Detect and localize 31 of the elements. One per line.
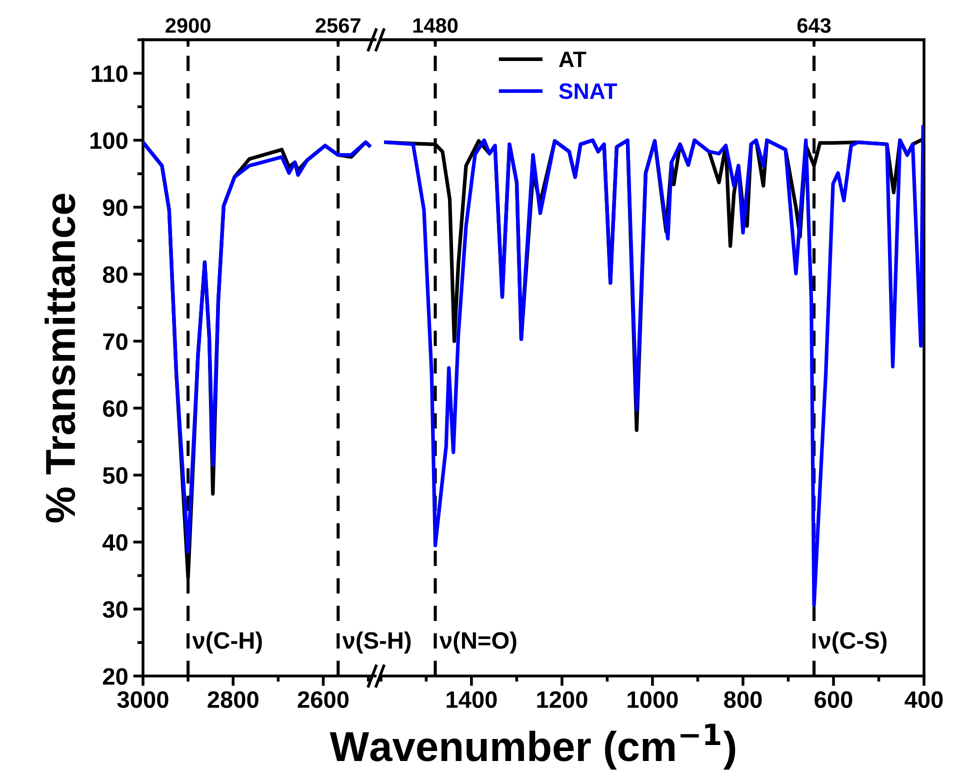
x-tick-label: 1200 bbox=[537, 691, 588, 708]
y-tick-label: 90 bbox=[102, 199, 128, 216]
y-tick-label: 40 bbox=[102, 534, 128, 551]
annotation: ν(N=O) bbox=[439, 632, 516, 654]
x-axis-title: Wavenumber (cm$^{−1}$) bbox=[330, 724, 736, 770]
y-tick-label: 100 bbox=[90, 132, 128, 150]
x-tick-label: 3000 bbox=[117, 691, 168, 708]
annotation: ν(C-H) bbox=[192, 632, 262, 654]
x-tick-label: 600 bbox=[814, 691, 852, 708]
y-tick-label: 110 bbox=[92, 65, 128, 82]
y-tick-label: 70 bbox=[103, 333, 128, 350]
x-tick-label: 2800 bbox=[208, 691, 258, 708]
y-tick-label: 80 bbox=[102, 266, 128, 283]
y-axis-title: % Transmittance bbox=[44, 194, 76, 522]
x-tick-label: 1400 bbox=[446, 691, 497, 708]
x-tick-label: 2600 bbox=[298, 691, 349, 708]
ref-line-label: 2900 bbox=[166, 18, 210, 33]
y-tick-label: 30 bbox=[102, 601, 128, 618]
annotation: ν(C-S) bbox=[818, 632, 887, 654]
ref-line-label: 2567 bbox=[316, 18, 360, 33]
y-tick-label: 20 bbox=[102, 668, 128, 685]
legend-label: SNAT bbox=[559, 83, 618, 100]
y-tick-label: 60 bbox=[103, 400, 128, 417]
ref-line-label: 1480 bbox=[413, 18, 458, 33]
y-tick-label: 50 bbox=[102, 467, 128, 484]
legend-label: AT bbox=[559, 52, 586, 67]
annotation: ν(S-H) bbox=[342, 632, 411, 654]
x-tick-label: 400 bbox=[904, 691, 943, 708]
x-tick-label: 800 bbox=[724, 691, 762, 708]
x-tick-label: 1000 bbox=[628, 691, 678, 708]
ref-line-label: 643 bbox=[797, 18, 831, 33]
